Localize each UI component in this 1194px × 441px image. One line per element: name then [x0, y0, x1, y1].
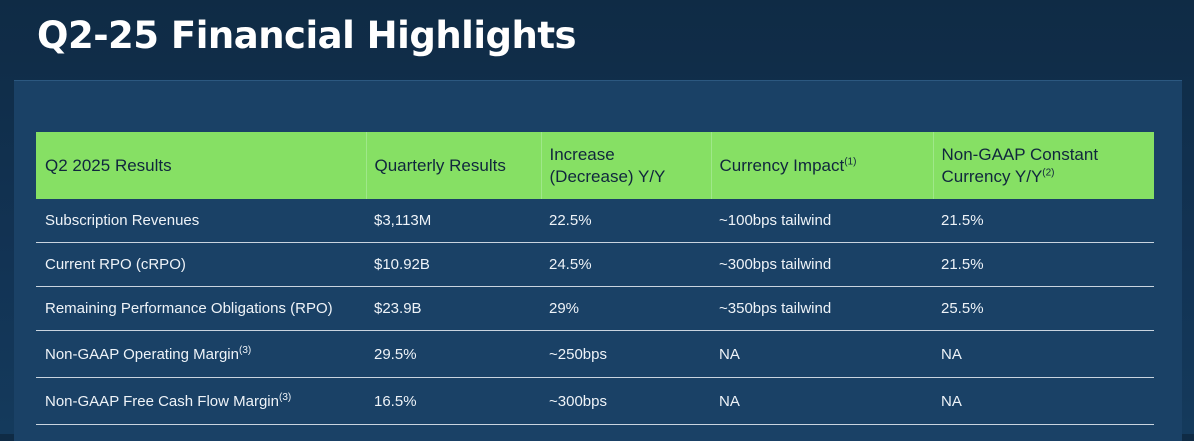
metric-label: Subscription Revenues: [45, 212, 200, 229]
table-row: Remaining Performance Obligations (RPO) …: [36, 286, 1154, 331]
metric-cell: Remaining Performance Obligations (RPO): [36, 286, 366, 331]
quarterly-cell: $10.92B: [366, 242, 541, 287]
currency-cell: NA: [711, 330, 933, 378]
metric-cell: Non-GAAP Free Cash Flow Margin(3): [36, 377, 366, 425]
header-constant-label: Non-GAAP Constant Currency Y/Y: [941, 144, 1099, 186]
currency-cell: ~300bps tailwind: [711, 242, 933, 287]
page-title: Q2-25 Financial Highlights: [37, 14, 577, 57]
constant-cell: 25.5%: [933, 286, 1154, 331]
metric-label: Remaining Performance Obligations (RPO): [45, 300, 333, 317]
financial-highlights-table: Q2 2025 Results Quarterly Results Increa…: [36, 132, 1154, 425]
constant-cell: NA: [933, 330, 1154, 378]
header-quarterly-label: Quarterly Results: [374, 155, 506, 175]
metric-label: Non-GAAP Free Cash Flow Margin: [45, 392, 279, 410]
metric-cell: Subscription Revenues: [36, 199, 366, 243]
header-currency-label: Currency Impact: [719, 155, 845, 175]
constant-cell: NA: [933, 377, 1154, 425]
quarterly-cell: 16.5%: [366, 377, 541, 425]
currency-cell: ~350bps tailwind: [711, 286, 933, 331]
currency-cell: ~100bps tailwind: [711, 199, 933, 243]
header-change-label: Increase (Decrease) Y/Y: [549, 144, 666, 186]
header-quarterly: Quarterly Results: [365, 132, 541, 199]
metric-cell: Non-GAAP Operating Margin(3): [36, 330, 366, 378]
header-results: Q2 2025 Results: [36, 132, 366, 199]
quarterly-cell: $23.9B: [366, 286, 541, 331]
table-row: Subscription Revenues $3,113M 22.5% ~100…: [36, 199, 1154, 243]
header-currency: Currency Impact(1): [710, 132, 933, 199]
table-row: Non-GAAP Free Cash Flow Margin(3) 16.5% …: [36, 377, 1154, 425]
change-cell: 29%: [541, 286, 711, 331]
table-row: Current RPO (cRPO) $10.92B 24.5% ~300bps…: [36, 242, 1154, 287]
metric-label: Non-GAAP Operating Margin: [45, 345, 239, 363]
header-currency-footnote: (1): [844, 155, 857, 167]
currency-cell: NA: [711, 377, 933, 425]
header-change: Increase (Decrease) Y/Y: [540, 132, 711, 199]
quarterly-cell: 29.5%: [366, 330, 541, 378]
constant-cell: 21.5%: [933, 242, 1154, 287]
header-results-label: Q2 2025 Results: [45, 155, 172, 175]
quarterly-cell: $3,113M: [366, 199, 541, 243]
constant-cell: 21.5%: [933, 199, 1154, 243]
metric-footnote: (3): [278, 391, 292, 403]
change-cell: 24.5%: [541, 242, 711, 287]
header-constant-footnote: (2): [1042, 166, 1055, 178]
metric-footnote: (3): [238, 344, 252, 356]
table-header-row: Q2 2025 Results Quarterly Results Increa…: [36, 132, 1154, 199]
table-row: Non-GAAP Operating Margin(3) 29.5% ~250b…: [36, 330, 1154, 378]
change-cell: ~300bps: [541, 377, 711, 425]
header-constant: Non-GAAP Constant Currency Y/Y(2): [932, 132, 1154, 199]
change-cell: ~250bps: [541, 330, 711, 378]
metric-cell: Current RPO (cRPO): [36, 242, 366, 287]
change-cell: 22.5%: [541, 199, 711, 243]
metric-label: Current RPO (cRPO): [45, 256, 186, 273]
